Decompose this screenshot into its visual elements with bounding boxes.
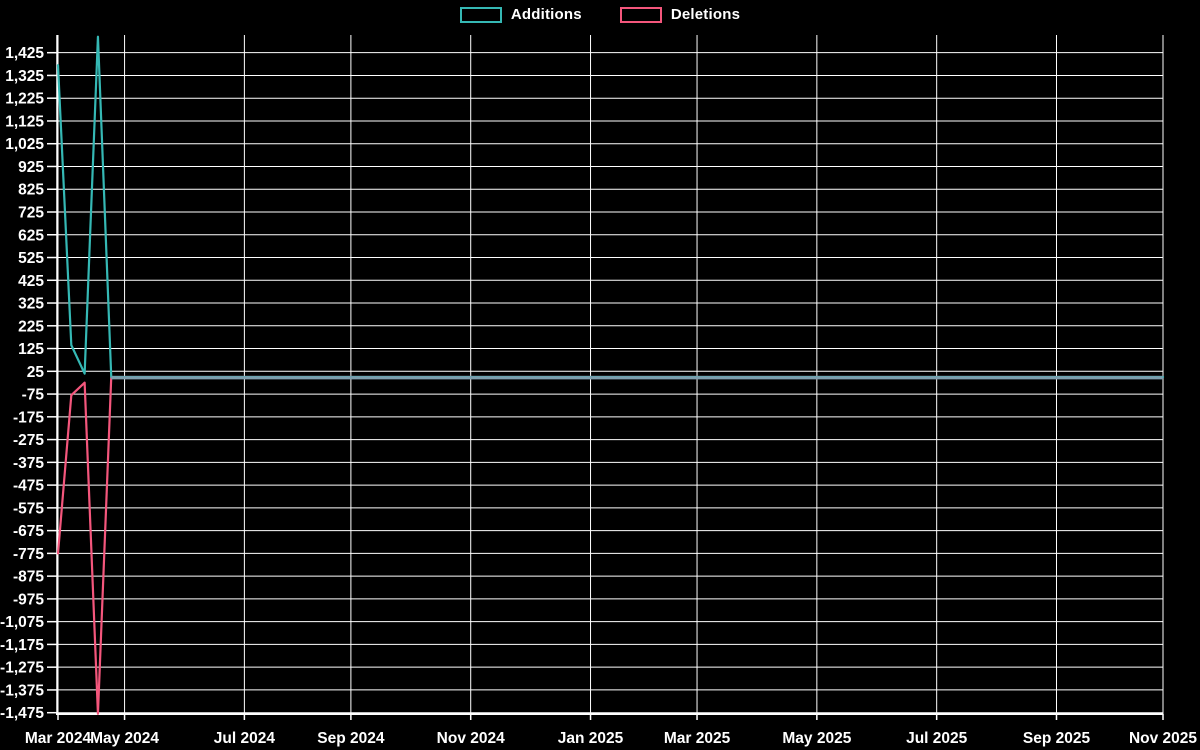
y-tick-label: -375	[13, 455, 44, 472]
x-tick-label: Nov 2024	[437, 730, 505, 747]
x-tick-label: Sep 2024	[317, 730, 385, 747]
additions-swatch-icon	[459, 6, 502, 23]
y-tick-label: 1,125	[5, 113, 44, 130]
x-tick-label: Jul 2024	[214, 730, 276, 747]
series-line-deletions	[56, 375, 1165, 715]
y-tick-label: -675	[13, 523, 44, 540]
y-tick-label: -775	[13, 546, 44, 563]
x-tick-label: Mar 2025	[664, 730, 731, 747]
y-tick-label: -1,275	[0, 660, 44, 677]
y-tick-label: -175	[13, 409, 44, 426]
y-tick-label: -1,475	[0, 705, 44, 722]
x-tick-label: Jan 2025	[558, 730, 624, 747]
y-tick-label: -1,375	[0, 682, 44, 699]
chart-legend: Additions Deletions	[0, 6, 1200, 23]
series-group	[56, 35, 1165, 715]
y-tick-label: -475	[13, 478, 44, 495]
x-tick-label: May 2024	[90, 730, 159, 747]
legend-item-additions[interactable]: Additions	[459, 6, 582, 23]
y-tick-label: 225	[18, 318, 44, 335]
y-tick-label: -75	[22, 387, 45, 404]
y-tick-label: 825	[18, 182, 44, 199]
y-tick-label: -1,175	[0, 637, 44, 654]
y-tick-label: -875	[13, 569, 44, 586]
y-tick-label: 1,025	[5, 136, 44, 153]
legend-label-additions: Additions	[510, 6, 582, 23]
x-tick-label: Sep 2025	[1023, 730, 1091, 747]
y-tick-label: 425	[18, 273, 44, 290]
deletions-swatch-icon	[619, 6, 662, 23]
y-tick-label: 125	[18, 341, 44, 358]
y-tick-label: 1,225	[5, 91, 44, 108]
x-tick-label: Nov 2025	[1129, 730, 1197, 747]
y-tick-label: -975	[13, 591, 44, 608]
y-tick-label: 1,325	[5, 68, 44, 85]
y-tick-label: 525	[18, 250, 44, 267]
y-tick-label: -575	[13, 500, 44, 517]
legend-label-deletions: Deletions	[670, 6, 741, 23]
y-tick-label: 1,425	[5, 45, 44, 62]
y-tick-label: -275	[13, 432, 44, 449]
y-tick-label: -1,075	[0, 614, 44, 631]
y-tick-label: 325	[18, 296, 44, 313]
x-tick-label: Jul 2025	[906, 730, 968, 747]
y-tick-label: 725	[18, 204, 44, 221]
legend-item-deletions[interactable]: Deletions	[619, 6, 741, 23]
x-tick-label: Mar 2024	[25, 730, 92, 747]
y-tick-label: 925	[18, 159, 44, 176]
x-tick-label: May 2025	[782, 730, 851, 747]
y-tick-label: 625	[18, 227, 44, 244]
y-tick-label: 25	[27, 364, 45, 381]
